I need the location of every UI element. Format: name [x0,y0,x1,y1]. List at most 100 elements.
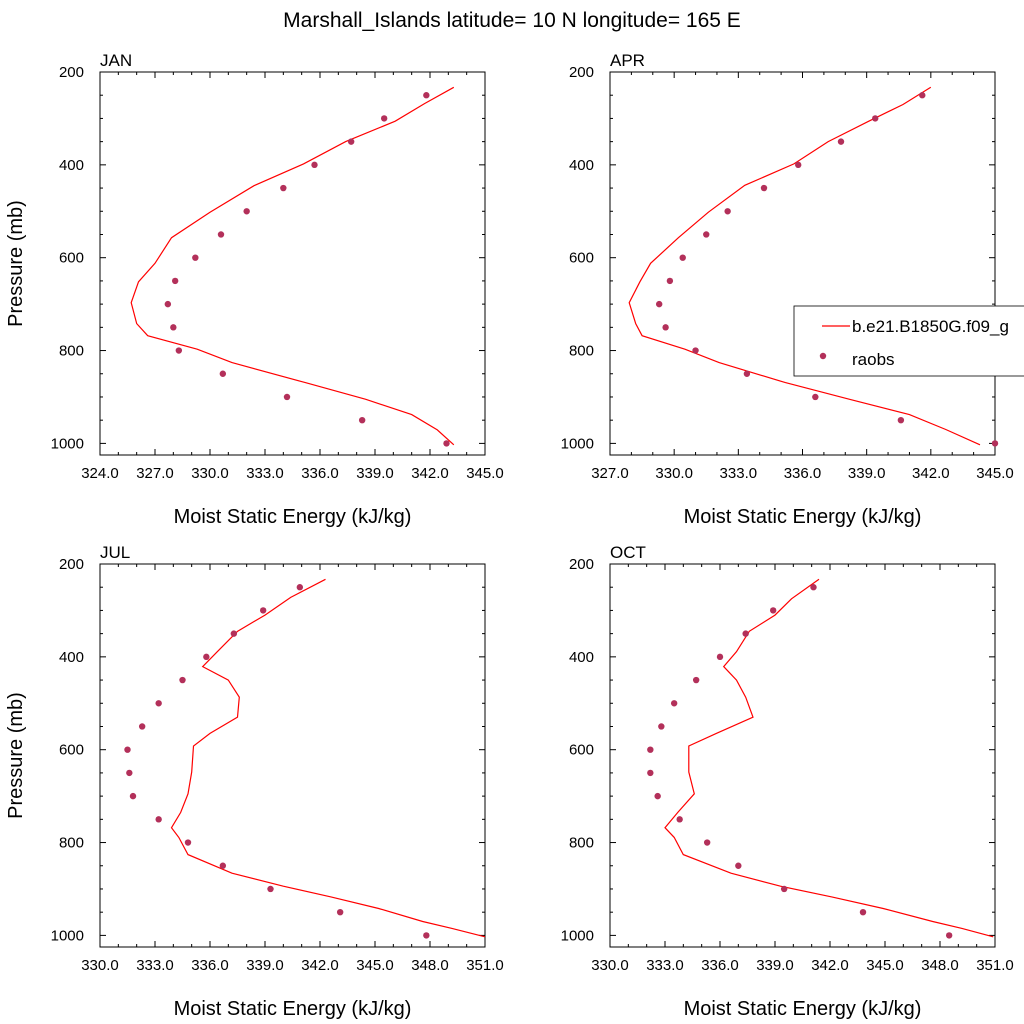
x-tick-label-jul: 330.0 [81,957,119,974]
panel-label-jul: JUL [100,543,130,562]
figure-title: Marshall_Islands latitude= 10 N longitud… [283,9,741,32]
raob-point-oct [676,816,683,823]
x-tick-label-jan: 342.0 [411,465,449,482]
legend-label-raobs: raobs [852,350,895,369]
panel-label-apr: APR [610,51,645,70]
raob-point-jan [347,138,355,145]
raob-point-apr [703,231,710,238]
y-tick-label-apr: 400 [569,157,594,174]
y-tick-label-jan: 200 [59,64,84,81]
raob-point-apr [662,324,669,331]
raob-point-apr [679,254,686,261]
raob-point-jul [126,769,133,777]
legend-label-model: b.e21.B1850G.f09_g [852,317,1009,336]
x-axis-label-jan: Moist Static Energy (kJ/kg) [174,506,412,528]
x-tick-label-apr: 345.0 [976,465,1014,482]
y-tick-label-apr: 1000 [561,435,594,452]
x-tick-label-oct: 345.0 [866,957,904,974]
raob-point-jan [283,393,291,401]
raob-point-apr [991,440,999,447]
raob-point-jul [155,700,162,707]
raob-point-oct [945,932,953,939]
y-tick-label-apr: 800 [569,343,594,360]
raob-point-apr [872,115,879,122]
raob-point-jan [280,184,287,192]
x-tick-label-apr: 342.0 [912,465,950,482]
y-tick-label-jan: 400 [59,157,84,174]
x-axis-label-apr: Moist Static Energy (kJ/kg) [684,506,922,528]
x-tick-label-oct: 336.0 [701,957,739,974]
raob-point-jul [219,862,227,869]
raob-point-apr [795,161,802,169]
raob-point-jul [138,723,146,730]
legend-box [793,305,1024,377]
raob-point-oct [647,746,654,753]
raob-point-jan [192,254,199,261]
y-tick-label-jul: 800 [59,835,84,852]
raob-point-jul [155,816,162,823]
raob-point-jul [179,676,186,684]
y-tick-label-jan: 600 [59,250,84,267]
panel-oct: OCT 330.0 333.0 336.0 339.0 342.0 345.0 348.0 35… [561,543,1014,1020]
panel-label-oct: OCT [610,543,646,562]
y-axis-label-jul: Pressure (mb) [5,692,27,819]
raob-point-jan [170,324,177,331]
y-tick-label-jul: 200 [59,556,84,573]
raob-point-jul [267,885,274,893]
x-tick-label-oct: 339.0 [756,957,794,974]
raob-point-jan [219,370,227,377]
x-axis-label-jul: Moist Static Energy (kJ/kg) [174,998,412,1020]
model-line-jul [170,578,486,938]
x-tick-label-jan: 339.0 [356,465,394,482]
x-tick-label-jan: 330.0 [191,465,229,482]
raob-point-jan [243,208,250,215]
x-tick-label-jul: 333.0 [136,957,174,974]
y-tick-label-oct: 1000 [561,927,594,944]
raob-point-jul [230,630,238,637]
raob-point-oct [769,607,777,614]
panel-jul: JUL 330.0 333.0 336.0 339.0 342.0 345.0 348.0 35… [5,543,504,1020]
y-tick-label-apr: 600 [569,250,594,267]
y-tick-label-oct: 400 [569,649,594,666]
raob-point-jul [203,653,210,661]
x-tick-label-oct: 342.0 [811,957,849,974]
panel-label-jan: JAN [100,51,132,70]
raob-point-apr [655,300,663,308]
model-line-apr [628,86,981,446]
x-tick-label-jul: 339.0 [246,957,284,974]
x-tick-label-jan: 336.0 [301,465,339,482]
raob-point-oct [654,792,661,800]
legend: b.e21.B1850G.f09_g raobs [793,305,1024,377]
x-tick-label-apr: 336.0 [784,465,822,482]
raob-point-jan [171,277,179,285]
raob-point-jan [217,231,225,238]
panels: JAN 324.0 327.0 330.0 333.0 336.0 339.0 342.0 34… [5,51,1014,1020]
y-tick-label-jan: 1000 [51,435,84,452]
raob-point-jan [423,92,430,99]
y-tick-label-oct: 200 [569,556,594,573]
raob-point-oct [742,630,749,637]
raob-point-apr [919,92,926,99]
raob-point-oct [859,908,867,916]
y-tick-label-apr: 200 [569,64,594,81]
raob-point-jan [443,440,450,447]
panel-jan: JAN 324.0 327.0 330.0 333.0 336.0 339.0 342.0 34… [5,51,504,528]
raob-point-oct [716,653,724,661]
raob-point-jul [296,584,304,591]
plot-frame-oct [609,563,996,948]
raob-point-oct [703,839,711,846]
raob-point-jul [129,792,137,800]
raob-point-jul [336,908,344,916]
raob-point-jul [184,839,192,846]
raob-point-apr [812,393,819,401]
legend-marker-swatch [819,352,827,360]
y-tick-label-oct: 800 [569,835,594,852]
raob-point-jan [380,115,388,122]
x-tick-label-apr: 330.0 [655,465,693,482]
x-tick-label-apr: 333.0 [720,465,758,482]
x-tick-label-jul: 336.0 [191,957,229,974]
raob-point-oct [810,584,817,591]
raob-point-oct [670,700,678,707]
panel-apr: APR 327.0 330.0 333.0 336.0 339.0 342.0 345.0 20… [561,51,1014,528]
